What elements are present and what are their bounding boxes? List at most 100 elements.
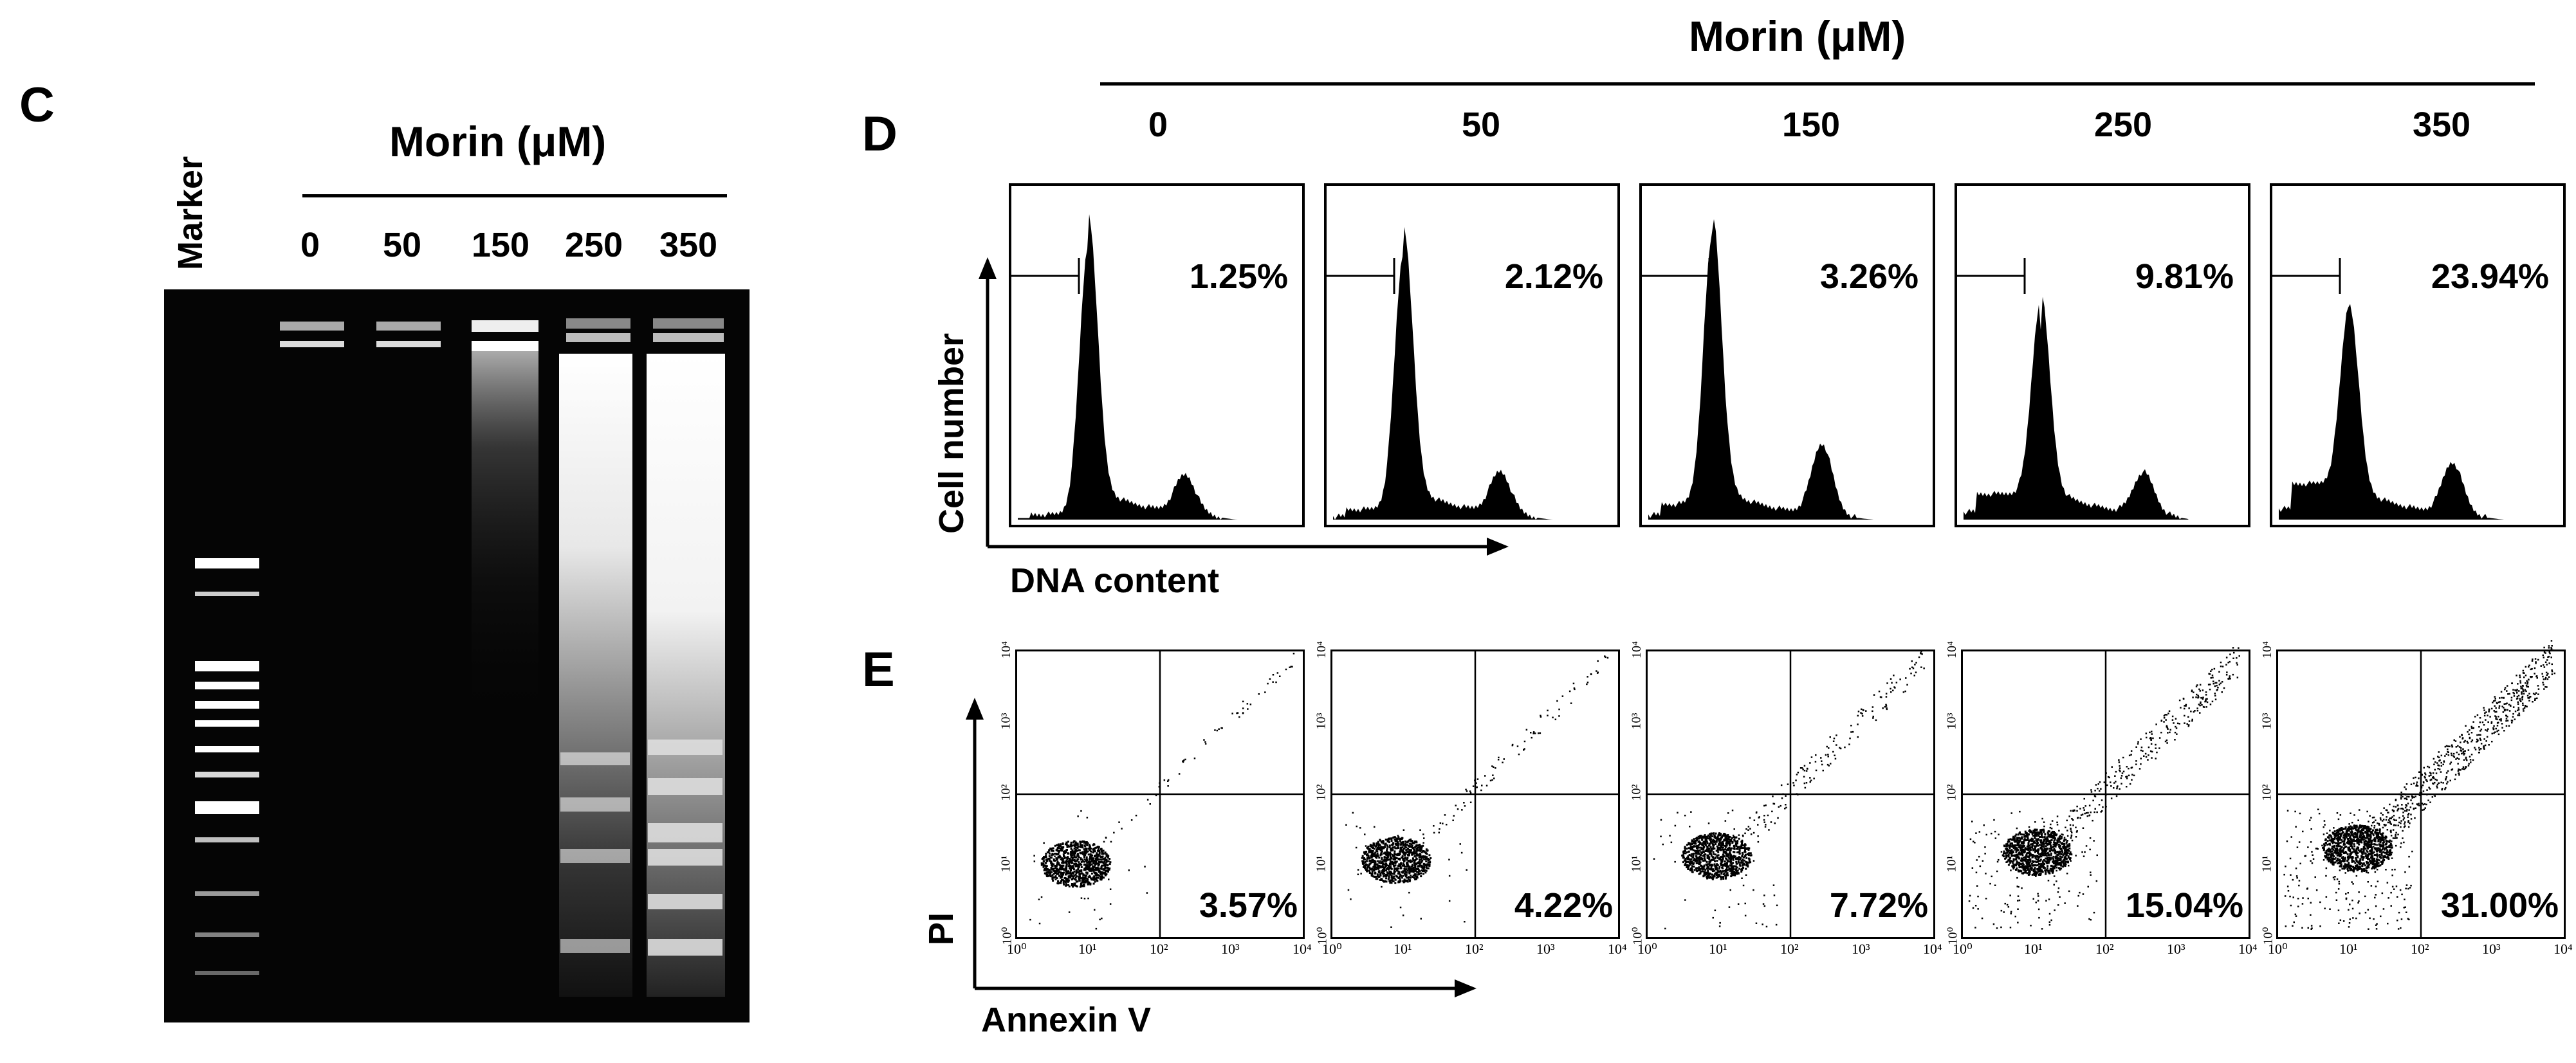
sub-g1-percentage: 9.81%	[2135, 257, 2234, 296]
x-tick-label: 10³	[2482, 941, 2501, 957]
histogram-plot	[1011, 214, 1243, 520]
y-tick-label: 10³	[1314, 713, 1329, 730]
cell-events	[1968, 647, 2240, 930]
y-tick-label: 10⁴	[1629, 641, 1644, 659]
y-tick-label: 10¹	[998, 855, 1013, 873]
dot-plot-box: 7.72% 10⁰ 10¹ 10² 10³ 10⁴ 10⁰ 10¹ 10² 10³ 10⁴	[1630, 641, 1942, 957]
dot-y-label: PI	[922, 912, 961, 945]
apoptosis-percentage: 3.57%	[1199, 886, 1298, 925]
x-tick-label: 10³	[1221, 941, 1240, 957]
dot-plot-box: 3.57% 10⁰ 10¹ 10² 10³ 10⁴ 10⁰ 10¹ 10² 10³ 10⁴	[999, 641, 1312, 957]
panel-d-letter: D	[862, 107, 897, 161]
x-tick-label: 10⁰	[1637, 941, 1657, 957]
apoptosis-percentage: 7.72%	[1829, 886, 1928, 925]
panel-d-header: Morin (μM)	[1689, 12, 1906, 60]
hist-axis-arrows	[979, 257, 1509, 556]
hist-dose-50: 50	[1461, 105, 1501, 144]
y-tick-label: 10³	[1944, 713, 1959, 730]
dot-x-label: Annexin V	[981, 1001, 1152, 1039]
y-tick-label: 10⁴	[1944, 641, 1959, 659]
histogram-box: 1.25%	[1009, 183, 1305, 527]
histogram-curve	[1964, 296, 2189, 520]
y-tick-label: 10¹	[1629, 855, 1644, 873]
hist-dose-250: 250	[2093, 105, 2153, 144]
apoptosis-percentage: 31.00%	[2440, 886, 2559, 925]
x-tick-label: 10⁰	[1953, 941, 1973, 957]
y-tick-label: 10³	[2259, 713, 2274, 730]
x-tick-label: 10⁴	[1608, 941, 1627, 957]
dot-plot	[1963, 647, 2249, 937]
panel-c-header-line	[302, 194, 727, 197]
histogram-plot	[1642, 219, 1873, 520]
hist-dose-350: 350	[2412, 105, 2471, 144]
cell-events	[2283, 640, 2555, 930]
gel-dose-0: 0	[300, 226, 320, 264]
y-tick-label: 10³	[998, 713, 1013, 730]
y-tick-label: 10⁴	[998, 641, 1013, 659]
x-tick-label: 10⁴	[1923, 941, 1942, 957]
x-tick-label: 10³	[2167, 941, 2185, 957]
x-tick-label: 10²	[2095, 941, 2114, 957]
x-tick-label: 10¹	[1394, 941, 1412, 957]
x-tick-label: 10⁴	[1293, 941, 1312, 957]
x-tick-label: 10²	[1465, 941, 1484, 957]
x-tick-label: 10³	[1536, 941, 1555, 957]
y-tick-label: 10²	[1314, 784, 1329, 801]
x-tick-label: 10³	[1852, 941, 1870, 957]
dot-plot	[1017, 651, 1303, 937]
gel-marker-label: Marker	[171, 156, 210, 270]
y-tick-label: 10²	[1944, 784, 1959, 801]
apoptosis-percentage: 4.22%	[1514, 886, 1613, 925]
y-tick-label: 10⁴	[1314, 641, 1329, 659]
histogram-box: 3.26%	[1639, 183, 1935, 527]
y-tick-label: 10³	[1629, 713, 1644, 730]
y-tick-label: 10²	[998, 784, 1013, 801]
x-tick-label: 10⁰	[2268, 941, 2288, 957]
panel-c-letter: C	[19, 78, 55, 132]
histogram-box: 23.94%	[2270, 183, 2566, 527]
panel-d-header-line	[1100, 82, 2535, 86]
histogram-curve	[2279, 304, 2504, 520]
y-tick-label: 10¹	[1944, 855, 1959, 873]
sub-g1-percentage: 1.25%	[1189, 257, 1288, 296]
panel-e-letter: E	[862, 642, 895, 697]
x-tick-label: 10¹	[1078, 941, 1097, 957]
gel-dose-350: 350	[659, 226, 718, 264]
gel-dose-250: 250	[564, 226, 623, 264]
histogram-plot	[2272, 258, 2504, 520]
x-tick-label: 10⁴	[2238, 941, 2258, 957]
x-tick-label: 10¹	[2024, 941, 2043, 957]
histogram-box: 9.81%	[1955, 183, 2250, 527]
cell-events	[1653, 650, 1925, 930]
histogram-plot	[1327, 227, 1558, 520]
cell-events	[1029, 653, 1295, 930]
hist-x-label: DNA content	[1010, 561, 1219, 600]
histogram-curve	[1018, 214, 1243, 520]
y-tick-label: 10⁰	[1630, 927, 1645, 945]
histogram-plot	[1957, 258, 2189, 520]
y-tick-label: 10¹	[2259, 855, 2274, 873]
x-tick-label: 10²	[2411, 941, 2429, 957]
x-tick-label: 10¹	[2339, 941, 2358, 957]
histogram-box: 2.12%	[1324, 183, 1620, 527]
apoptosis-percentage: 15.04%	[2125, 886, 2243, 925]
cell-events	[1345, 655, 1609, 928]
hist-dose-0: 0	[1148, 105, 1168, 144]
y-tick-label: 10²	[2259, 784, 2274, 801]
x-tick-label: 10⁰	[1007, 941, 1027, 957]
x-tick-label: 10¹	[1709, 941, 1727, 957]
dot-plot	[2278, 640, 2564, 937]
y-tick-label: 10⁰	[1000, 927, 1015, 945]
x-tick-label: 10²	[1150, 941, 1168, 957]
x-tick-label: 10²	[1780, 941, 1799, 957]
gel-dose-50: 50	[382, 226, 422, 264]
hist-y-label: Cell number	[932, 332, 971, 534]
dot-plot	[1648, 650, 1933, 937]
y-tick-label: 10⁴	[2259, 641, 2274, 659]
dot-plot-box: 31.00% 10⁰ 10¹ 10² 10³ 10⁴ 10⁰ 10¹ 10² 10³ 10⁴	[2260, 640, 2573, 957]
hist-dose-150: 150	[1781, 105, 1841, 144]
panel-c-header: Morin (μM)	[389, 118, 607, 165]
histogram-curve	[1648, 219, 1873, 520]
sub-g1-percentage: 3.26%	[1819, 257, 1918, 296]
y-tick-label: 10²	[1629, 784, 1644, 801]
